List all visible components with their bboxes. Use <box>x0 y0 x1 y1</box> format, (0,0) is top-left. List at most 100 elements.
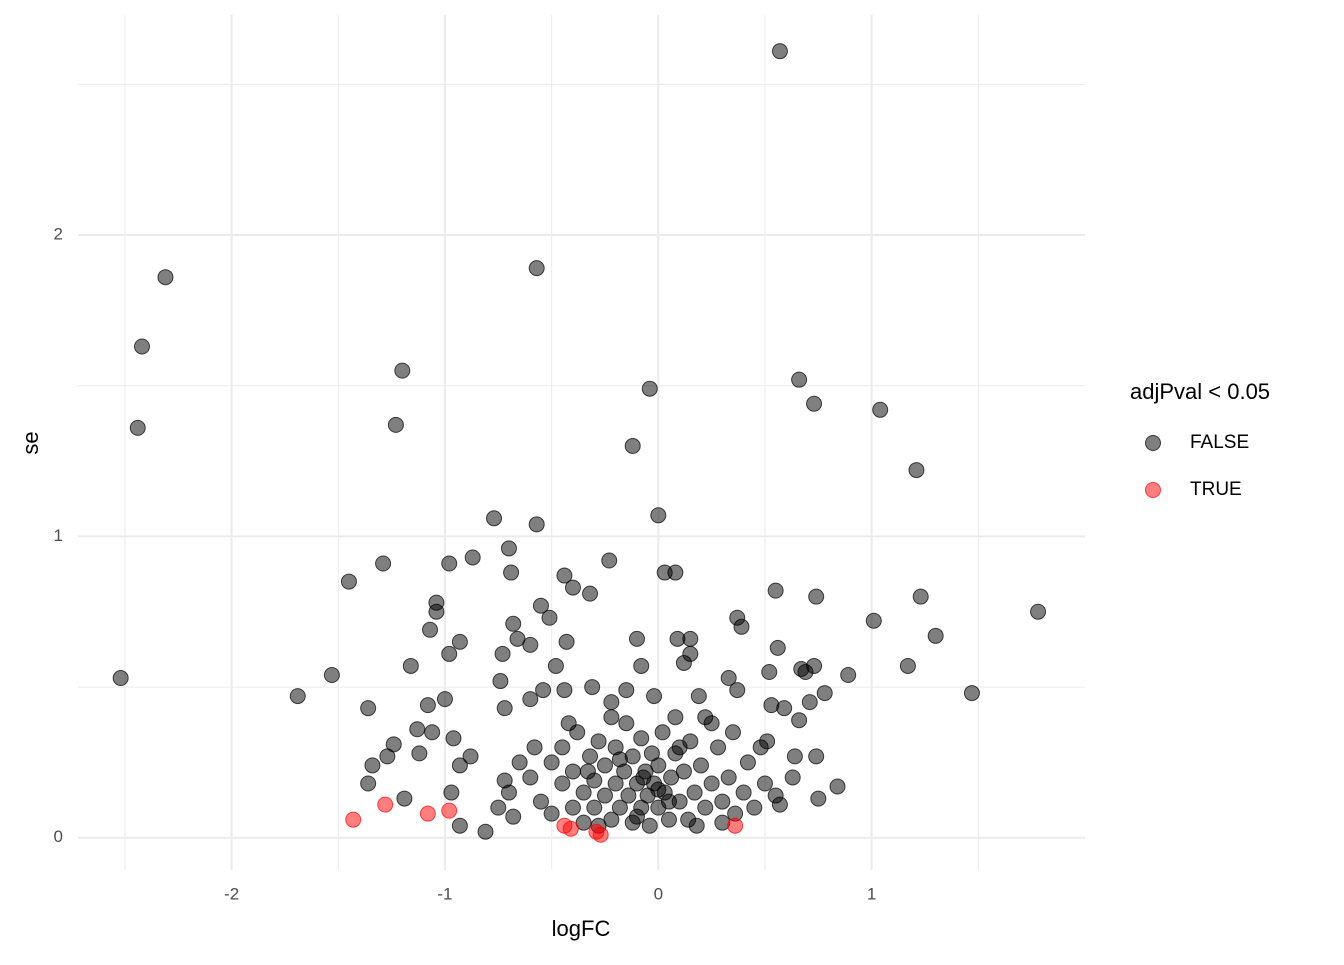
point <box>503 564 520 581</box>
point <box>611 751 628 768</box>
point <box>769 639 786 656</box>
point <box>558 633 575 650</box>
point <box>690 688 707 705</box>
point <box>564 763 581 780</box>
point <box>375 555 392 572</box>
point <box>535 682 552 699</box>
point <box>522 691 539 708</box>
point <box>496 772 513 789</box>
legend-key <box>1145 435 1161 451</box>
point <box>590 733 607 750</box>
y-tick-label: 0 <box>54 827 63 846</box>
point <box>618 682 635 699</box>
legend-label: FALSE <box>1190 432 1249 453</box>
point <box>596 787 613 804</box>
y-tick-label: 1 <box>54 526 63 545</box>
point <box>443 784 460 801</box>
point <box>360 775 377 792</box>
point <box>603 811 620 828</box>
point <box>441 555 458 572</box>
point <box>387 416 404 433</box>
point <box>776 700 793 717</box>
point <box>727 817 744 834</box>
x-tick-label: -1 <box>437 884 452 903</box>
point <box>477 823 494 840</box>
point <box>733 618 750 635</box>
point <box>532 597 549 614</box>
point <box>596 757 613 774</box>
point <box>554 775 571 792</box>
point <box>157 269 174 286</box>
point <box>409 721 426 738</box>
point <box>865 612 882 629</box>
point <box>505 615 522 632</box>
point <box>411 745 428 762</box>
point <box>791 371 808 388</box>
point <box>697 799 714 816</box>
point <box>654 724 671 741</box>
point <box>735 784 752 801</box>
point <box>641 817 658 834</box>
x-tick-label: -2 <box>224 884 239 903</box>
point <box>360 700 377 717</box>
point <box>547 657 564 674</box>
point <box>396 790 413 807</box>
point <box>586 799 603 816</box>
point <box>562 820 579 837</box>
point <box>912 588 929 605</box>
point <box>720 769 737 786</box>
point <box>703 775 720 792</box>
x-tick-label: 0 <box>654 884 663 903</box>
point <box>579 763 596 780</box>
point <box>554 739 571 756</box>
point <box>364 757 381 774</box>
point <box>582 748 599 765</box>
point <box>1030 603 1047 620</box>
point <box>646 688 663 705</box>
point <box>564 799 581 816</box>
point <box>462 748 479 765</box>
point <box>345 811 362 828</box>
point <box>660 793 677 810</box>
point <box>486 510 503 527</box>
point <box>528 516 545 533</box>
point <box>492 673 509 690</box>
point <box>134 338 151 355</box>
point <box>650 507 667 524</box>
point <box>714 793 731 810</box>
point <box>323 667 340 684</box>
point <box>584 679 601 696</box>
point <box>739 754 756 771</box>
point <box>419 805 436 822</box>
point <box>624 437 641 454</box>
point <box>703 715 720 732</box>
point <box>675 763 692 780</box>
point <box>797 663 814 680</box>
point <box>620 787 637 804</box>
point <box>424 724 441 741</box>
point <box>556 567 573 584</box>
point <box>628 630 645 647</box>
point <box>441 645 458 662</box>
point <box>633 730 650 747</box>
point <box>671 739 688 756</box>
point <box>686 784 703 801</box>
point <box>560 715 577 732</box>
point <box>379 748 396 765</box>
point <box>660 811 677 828</box>
point <box>650 757 667 774</box>
point <box>791 712 808 729</box>
point <box>603 709 620 726</box>
point <box>582 585 599 602</box>
point <box>784 769 801 786</box>
point <box>786 748 803 765</box>
point <box>532 793 549 810</box>
point <box>761 663 778 680</box>
point <box>505 808 522 825</box>
point <box>377 796 394 813</box>
point <box>543 805 560 822</box>
point <box>556 682 573 699</box>
point <box>675 654 692 671</box>
legend-label: TRUE <box>1190 479 1242 500</box>
